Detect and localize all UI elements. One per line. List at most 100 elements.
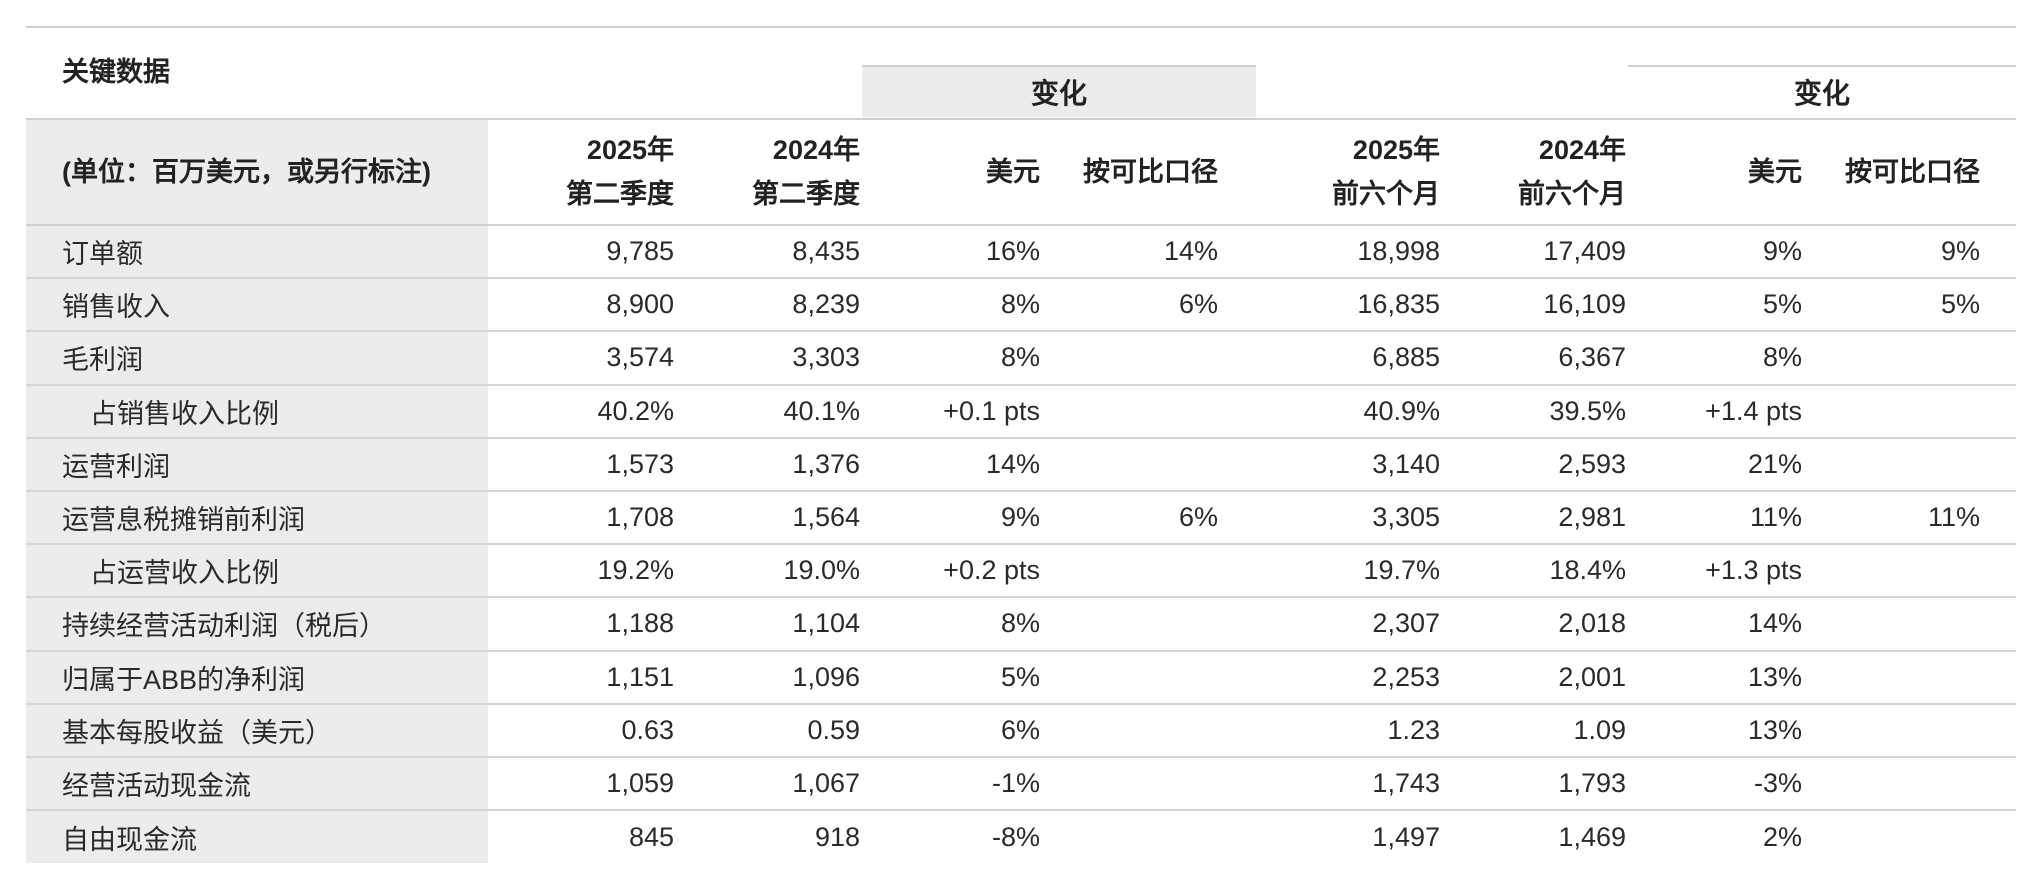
table-cell: 3,303 <box>674 331 860 386</box>
table-cell: 16,835 <box>1254 278 1440 333</box>
q2-2025-header: 2025年 第二季度 <box>488 118 674 226</box>
table-cell: 9,785 <box>488 225 674 280</box>
table-cell: 18.4% <box>1440 544 1626 599</box>
table-cell: 3,574 <box>488 331 674 386</box>
table-cell: 14% <box>1040 225 1254 280</box>
table-row: 经营活动现金流 1,059 1,067 -1% 1,743 1,793 -3% <box>26 756 2016 812</box>
table-cell: 40.1% <box>674 384 860 439</box>
row-label: 持续经营活动利润（税后） <box>26 597 488 652</box>
table-cell: 1,793 <box>1440 756 1626 812</box>
table-cell: 19.7% <box>1254 544 1440 599</box>
table-cell: 11% <box>1802 490 2016 546</box>
table-row: 归属于ABB的净利润 1,151 1,096 5% 2,253 2,001 13… <box>26 650 2016 705</box>
table-row: 基本每股收益（美元） 0.63 0.59 6% 1.23 1.09 13% <box>26 703 2016 758</box>
quarter-comparable-change-header: 按可比口径 <box>1040 118 1254 226</box>
row-label: 订单额 <box>26 225 488 280</box>
table-cell: 5% <box>860 650 1040 705</box>
q2-2024-header-period: 第二季度 <box>752 179 860 209</box>
table-cell: 13% <box>1626 703 1802 758</box>
table-cell: 19.0% <box>674 544 860 599</box>
table-cell: +0.2 pts <box>860 544 1040 599</box>
table-cell <box>1802 544 2016 599</box>
table-cell: 18,998 <box>1254 225 1440 280</box>
table-cell: 6% <box>1040 278 1254 333</box>
table-cell: 9% <box>1802 225 2016 280</box>
table-cell: 8,435 <box>674 225 860 280</box>
table-cell: 1,469 <box>1558 821 1626 852</box>
table-cell: +0.1 pts <box>860 384 1040 439</box>
row-label: 运营息税摊销前利润 <box>26 490 488 546</box>
table-cell <box>1040 437 1254 492</box>
row-label: 经营活动现金流 <box>26 756 488 812</box>
table-cell: 2,593 <box>1440 437 1626 492</box>
table-cell: 6% <box>1040 490 1254 546</box>
table-cell <box>1802 650 2016 705</box>
table-cell: 6% <box>860 703 1040 758</box>
table-cell: 16% <box>860 225 1040 280</box>
table-row: 毛利润 3,574 3,303 8% 6,885 6,367 8% <box>26 331 2016 386</box>
table-cell: 1,151 <box>488 650 674 705</box>
table-cell: 8% <box>860 278 1040 333</box>
table-cell <box>1040 756 1254 812</box>
table-cell: 16,109 <box>1440 278 1626 333</box>
table-cell: -1% <box>860 756 1040 812</box>
table-cell: 9% <box>1626 225 1802 280</box>
table-cell: 1.23 <box>1254 703 1440 758</box>
table-cell: 0.59 <box>674 703 860 758</box>
q2-2025-header-year: 2025年 <box>586 135 674 165</box>
row-label: 销售收入 <box>26 278 488 333</box>
table-cell: 8% <box>1626 331 1802 386</box>
table-cell <box>1040 810 1254 863</box>
table-cell: 40.2% <box>488 384 674 439</box>
table-cell <box>1040 703 1254 758</box>
table-cell: 19.2% <box>488 544 674 599</box>
table-cell <box>1040 331 1254 386</box>
table-cell <box>1802 331 2016 386</box>
table-cell: 40.9% <box>1254 384 1440 439</box>
table-cell: 2,018 <box>1440 597 1626 652</box>
q2-2024-header: 2024年 第二季度 <box>674 118 860 226</box>
table-cell: 1,188 <box>488 597 674 652</box>
table-cell <box>1040 650 1254 705</box>
table-cell: 14% <box>860 437 1040 492</box>
table-cell: 2,253 <box>1254 650 1440 705</box>
table-row: 销售收入 8,900 8,239 8% 6% 16,835 16,109 5% … <box>26 278 2016 333</box>
table-cell <box>1040 597 1254 652</box>
table-cell <box>1040 384 1254 439</box>
table-cell: +1.4 pts <box>1626 384 1802 439</box>
table-cell: 2,307 <box>1254 597 1440 652</box>
table-cell <box>1802 384 2016 439</box>
row-label: 占销售收入比例 <box>26 384 488 439</box>
table-cell: 9% <box>860 490 1040 546</box>
table-cell: 1,096 <box>674 650 860 705</box>
table-cell: 17,409 <box>1440 225 1626 280</box>
table-cell: 5% <box>1802 278 2016 333</box>
table-cell: 2% <box>1762 821 1802 852</box>
table-cell: -3% <box>1626 756 1802 812</box>
h1-2025-header-period: 前六个月 <box>1332 179 1440 209</box>
row-label: 占运营收入比例 <box>26 544 488 599</box>
h1-2024-header: 2024年 前六个月 <box>1440 118 1626 226</box>
q2-2024-header-year: 2024年 <box>772 135 860 165</box>
table-cell: 8,900 <box>488 278 674 333</box>
key-data-table: (单位：百万美元，或另行标注) 2025年 第二季度 2024年 第二季度 美元… <box>26 118 2016 864</box>
unit-header: (单位：百万美元，或另行标注) <box>26 118 488 226</box>
h1-2025-header-year: 2025年 <box>1352 135 1440 165</box>
table-cell: 1,708 <box>488 490 674 546</box>
table-cell <box>1802 437 2016 492</box>
table-cell: 8% <box>860 331 1040 386</box>
table-cell: 1,376 <box>674 437 860 492</box>
row-label: 运营利润 <box>26 437 488 492</box>
table-row: 持续经营活动利润（税后） 1,188 1,104 8% 2,307 2,018 … <box>26 597 2016 652</box>
q2-2025-header-period: 第二季度 <box>566 179 674 209</box>
table-row: 自由现金流 845 918 -8% 1,497 1,469 2% <box>26 810 2016 864</box>
table-cell <box>1802 756 2016 812</box>
table-cell: 1,573 <box>488 437 674 492</box>
table-cell <box>1802 810 2016 863</box>
h1-2024-header-period: 前六个月 <box>1518 179 1626 209</box>
header-row: (单位：百万美元，或另行标注) 2025年 第二季度 2024年 第二季度 美元… <box>26 118 2016 226</box>
row-label: 毛利润 <box>26 331 488 386</box>
table-cell: 2,001 <box>1440 650 1626 705</box>
row-label: 基本每股收益（美元） <box>26 703 488 758</box>
table-cell: 1,743 <box>1254 756 1440 812</box>
